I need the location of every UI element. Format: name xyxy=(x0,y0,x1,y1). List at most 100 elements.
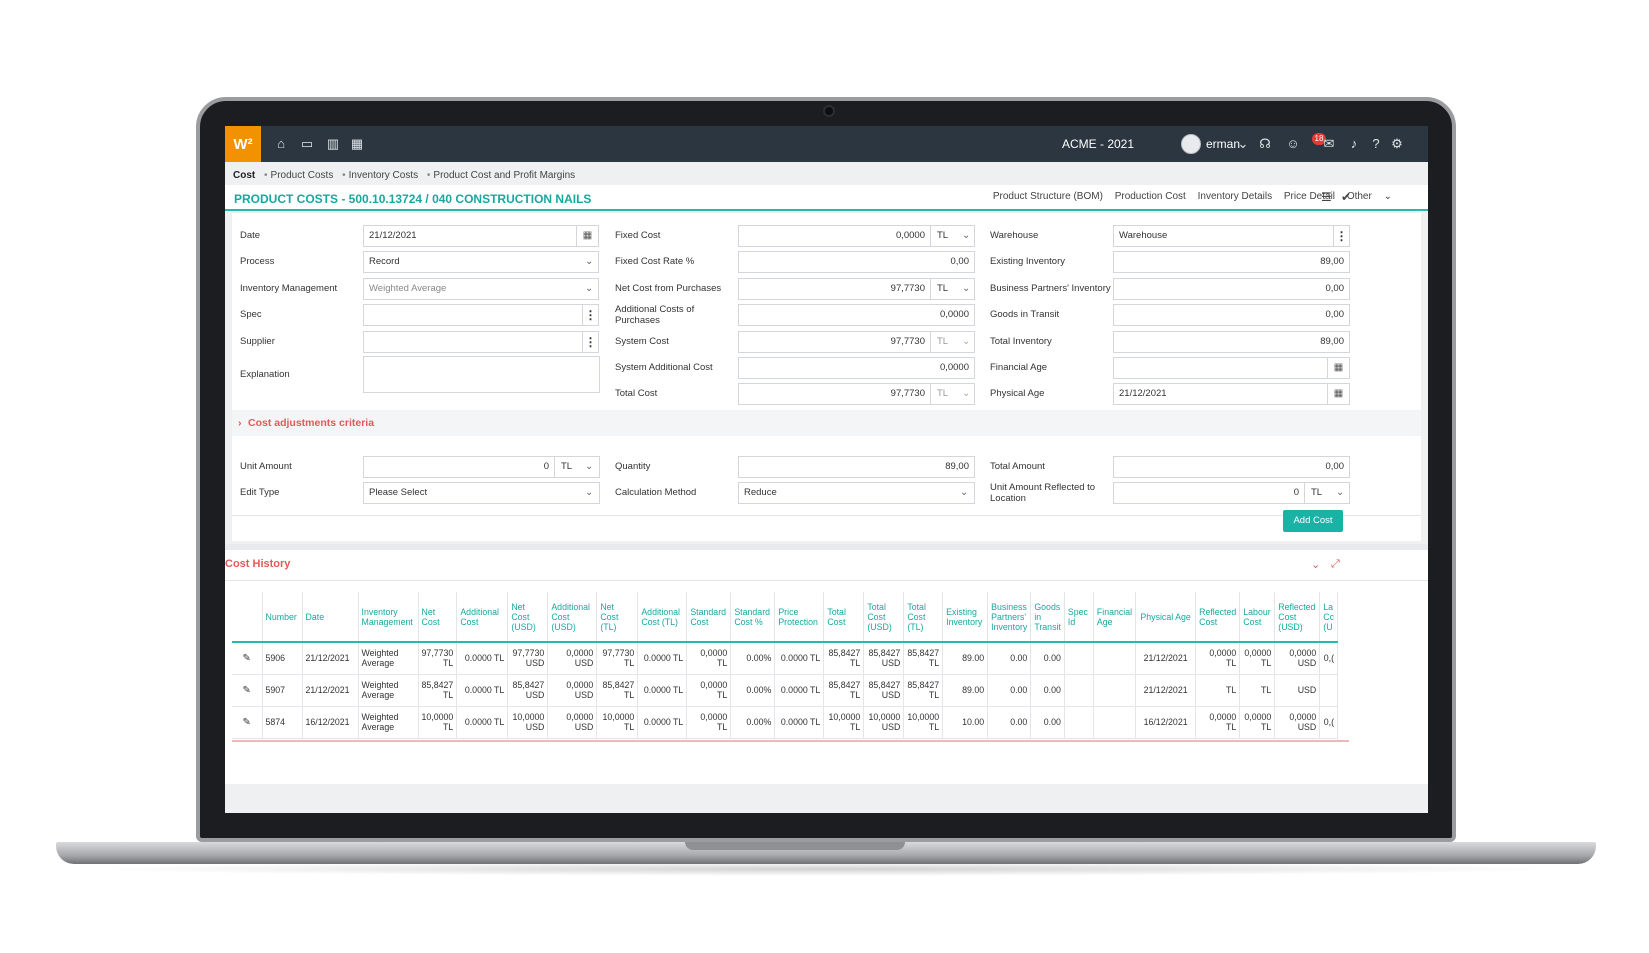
column-header[interactable]: Total Cost (TL) xyxy=(903,592,944,643)
quantity-field[interactable]: 89,00 xyxy=(738,456,975,478)
calendar-icon[interactable]: ▦ xyxy=(577,225,599,247)
pencil-icon[interactable]: ✎ xyxy=(242,652,251,664)
column-header[interactable]: Standard Cost % xyxy=(730,592,776,643)
supplier-field[interactable] xyxy=(363,331,583,353)
date-field[interactable]: 21/12/2021 xyxy=(363,225,577,247)
home-icon[interactable]: ⌂ xyxy=(277,136,285,151)
more-options-icon[interactable]: ⋮ xyxy=(583,331,599,353)
chart-icon[interactable]: ▥ xyxy=(326,136,340,151)
column-header[interactable]: Additional Cost (USD) xyxy=(547,592,598,643)
calendar-icon[interactable]: ▦ xyxy=(1328,357,1350,379)
user-menu[interactable]: erman xyxy=(1206,137,1241,151)
fixed-cost-field[interactable]: 0,0000 xyxy=(738,225,931,247)
cost-adjustments-title[interactable]: Cost adjustments criteria xyxy=(248,417,375,429)
column-header[interactable]: Date xyxy=(302,592,359,643)
column-header[interactable]: Existing Inventory xyxy=(942,592,989,643)
spec-field[interactable] xyxy=(363,304,583,326)
link-price-detail[interactable]: Price Detail xyxy=(1283,191,1336,202)
column-header[interactable]: Physical Age xyxy=(1135,592,1197,643)
column-header[interactable]: Net Cost (USD) xyxy=(507,592,549,643)
list-icon[interactable]: ☰ xyxy=(1321,190,1332,204)
column-header[interactable]: Goods in Transit xyxy=(1030,592,1065,643)
column-header[interactable]: Number xyxy=(262,592,303,643)
net-cost-purchases-field[interactable]: 97,7730 xyxy=(738,278,931,300)
chevron-down-icon: ⌄ xyxy=(962,283,971,294)
expand-icon[interactable]: ⤢ xyxy=(1331,558,1340,570)
process-select[interactable]: Record xyxy=(363,251,599,273)
table-row[interactable]: ✎ 5907 21/12/2021 Weighted Average 85,8427 T… xyxy=(232,674,1339,707)
column-header[interactable]: Reflected Cost xyxy=(1195,592,1241,643)
link-production-cost[interactable]: Production Cost xyxy=(1114,191,1186,202)
video-icon[interactable]: ▭ xyxy=(300,136,314,151)
column-header[interactable]: Reflected Cost (USD) xyxy=(1274,592,1321,643)
fixed-cost-rate-field[interactable]: 0,00 xyxy=(738,251,975,273)
supplier-label: Supplier xyxy=(240,336,275,347)
unit-amount-reflected-field[interactable]: 0 xyxy=(1113,482,1305,504)
table-row[interactable]: ✎ 5874 16/12/2021 Weighted Average 10,0000 T… xyxy=(232,706,1339,739)
column-header[interactable]: Total Cost xyxy=(823,592,865,643)
inventory-management-select[interactable]: Weighted Average xyxy=(363,278,599,300)
pencil-icon[interactable]: ✎ xyxy=(242,716,251,728)
column-header[interactable]: Inventory Management xyxy=(358,592,419,643)
cost-adjustments-header[interactable]: › Cost adjustments criteria xyxy=(232,410,1421,436)
column-header[interactable]: Labour Cost xyxy=(1239,592,1276,643)
column-header[interactable]: Total Cost (USD) xyxy=(863,592,905,643)
unit-amount-unit[interactable]: TL xyxy=(555,456,600,478)
app-logo[interactable]: W² xyxy=(225,126,261,162)
chat-icon[interactable]: ✉ xyxy=(1323,136,1335,151)
column-header[interactable]: Additional Cost xyxy=(456,592,509,643)
smile-icon[interactable]: ☺ xyxy=(1286,136,1300,151)
table-row[interactable]: ✎ 5906 21/12/2021 Weighted Average 97,7730 T… xyxy=(232,642,1339,675)
link-inventory-details[interactable]: Inventory Details xyxy=(1197,191,1273,202)
check-icon[interactable]: ✔ xyxy=(1341,190,1352,204)
unit-amount-field[interactable]: 0 xyxy=(363,456,555,478)
link-other[interactable]: Other xyxy=(1346,191,1372,202)
edit-type-select[interactable]: Please Select xyxy=(363,482,600,504)
additional-costs-purchases-field[interactable]: 0,0000 xyxy=(738,304,975,326)
cost-history-table-wrapper[interactable]: Number Date Inventory Management Net Cost Ad… xyxy=(232,592,1349,742)
physical-age-field[interactable]: 21/12/2021 xyxy=(1113,383,1328,405)
chevron-down-icon[interactable]: ⌄ xyxy=(1237,136,1249,151)
breadcrumb-item[interactable]: Cost xyxy=(233,170,256,181)
calendar-icon[interactable]: ▦ xyxy=(350,136,364,151)
pencil-icon[interactable]: ✎ xyxy=(242,684,251,696)
company-selector[interactable]: ACME - 2021 xyxy=(1062,137,1135,151)
column-header[interactable]: Net Cost (TL) xyxy=(596,592,639,643)
column-header[interactable]: Financial Age xyxy=(1093,592,1137,643)
chevron-down-icon[interactable]: ⌄ xyxy=(1380,191,1392,202)
explanation-textarea[interactable] xyxy=(363,356,600,393)
table-cell: 85,8427 TL xyxy=(823,674,865,707)
chevron-down-icon[interactable]: ⌄ xyxy=(1311,559,1321,571)
column-header[interactable]: La Cc (U xyxy=(1319,592,1339,643)
column-header[interactable]: Price Protection xyxy=(774,592,825,643)
table-header-row: Number Date Inventory Management Net Cost Ad… xyxy=(232,592,1339,643)
table-cell: 85,8427 TL xyxy=(903,642,944,675)
warehouse-field[interactable]: Warehouse xyxy=(1113,225,1334,247)
breadcrumb-item[interactable]: Product Cost and Profit Margins xyxy=(433,170,576,181)
avatar[interactable] xyxy=(1181,134,1201,154)
breadcrumb-item[interactable]: Product Costs xyxy=(270,170,334,181)
column-header[interactable]: Business Partners' Inventory xyxy=(987,592,1032,643)
more-options-icon[interactable]: ⋮ xyxy=(583,304,599,326)
calendar-icon[interactable]: ▦ xyxy=(1328,383,1350,405)
table-cell: 85,8427 TL xyxy=(596,674,639,707)
financial-age-field[interactable] xyxy=(1113,357,1328,379)
column-header[interactable] xyxy=(232,592,263,643)
fixed-cost-unit[interactable]: TL xyxy=(931,225,975,247)
column-header[interactable]: Additional Cost (TL) xyxy=(637,592,688,643)
net-cost-purchases-unit[interactable]: TL xyxy=(931,278,975,300)
breadcrumb-item[interactable]: Inventory Costs xyxy=(348,170,419,181)
help-icon[interactable]: ? xyxy=(1372,136,1380,151)
column-header[interactable]: Spec Id xyxy=(1064,592,1094,643)
column-header[interactable]: Standard Cost xyxy=(686,592,732,643)
unit-amount-reflected-unit[interactable]: TL xyxy=(1305,482,1350,504)
headset-icon[interactable]: ☊ xyxy=(1259,136,1271,151)
link-product-structure[interactable]: Product Structure (BOM) xyxy=(992,191,1103,202)
more-options-icon[interactable]: ⋮ xyxy=(1334,225,1350,247)
calculation-method-select[interactable]: Reduce xyxy=(738,482,975,504)
gear-icon[interactable]: ⚙ xyxy=(1391,136,1403,151)
add-cost-button[interactable]: Add Cost xyxy=(1283,510,1343,532)
column-header[interactable]: Net Cost xyxy=(418,592,458,643)
calculation-method-label: Calculation Method xyxy=(615,487,697,498)
bell-icon[interactable]: ♪ xyxy=(1350,136,1358,151)
